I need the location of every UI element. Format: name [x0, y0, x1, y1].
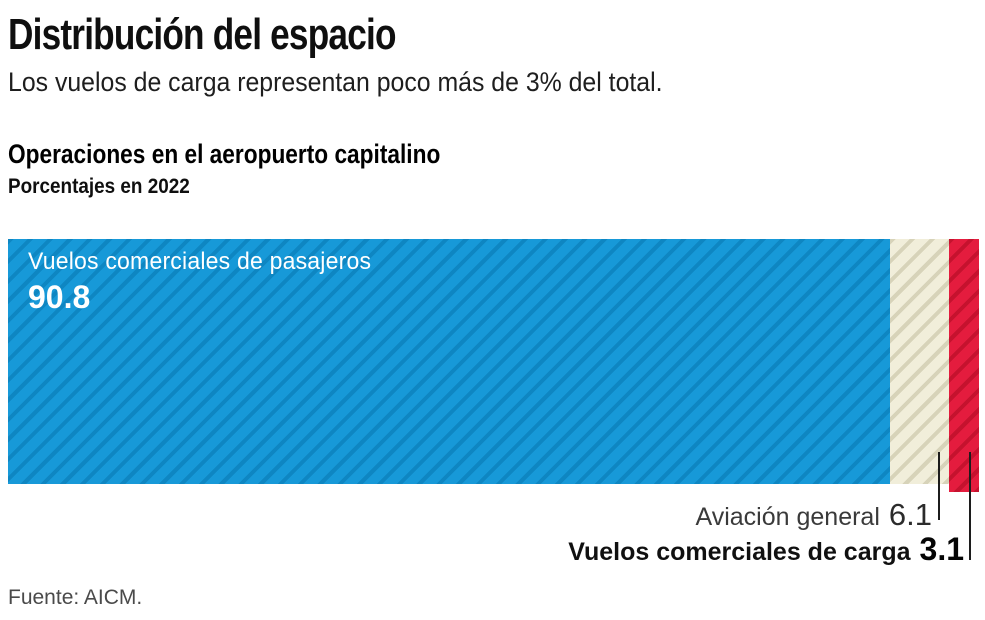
leader-line-carga — [969, 452, 971, 560]
page-title: Distribución del espacio — [8, 10, 396, 59]
segment-label-aviacion-general: Aviación general 6.1 — [696, 497, 933, 533]
segment-name: Vuelos comerciales de pasajeros — [28, 248, 372, 275]
segment-name: Aviación general — [695, 503, 880, 531]
stacked-bar-chart: Vuelos comerciales de pasajeros 90.8 Avi… — [8, 239, 979, 574]
segment-label-pasajeros: Vuelos comerciales de pasajeros 90.8 — [28, 248, 386, 316]
segment-value: 90.8 — [28, 279, 91, 315]
bar-segment-vuelos-comerciales-pasajeros — [8, 239, 890, 484]
segment-value: 6.1 — [888, 497, 932, 532]
segment-label-carga: Vuelos comerciales de carga 3.1 — [568, 531, 964, 568]
bar-segment-vuelos-comerciales-carga — [948, 239, 979, 492]
page-subtitle: Los vuelos de carga representan poco más… — [8, 67, 663, 97]
bar-segment-aviacion-general — [889, 239, 949, 484]
chart-subheading: Porcentajes en 2022 — [8, 175, 190, 198]
stacked-bar — [8, 239, 979, 492]
segment-value: 3.1 — [919, 531, 964, 567]
source-note: Fuente: AICM. — [8, 586, 143, 609]
chart-heading: Operaciones en el aeropuerto capitalino — [8, 139, 441, 169]
leader-line-aviacion-general — [938, 452, 940, 520]
segment-name: Vuelos comerciales de carga — [568, 538, 911, 566]
